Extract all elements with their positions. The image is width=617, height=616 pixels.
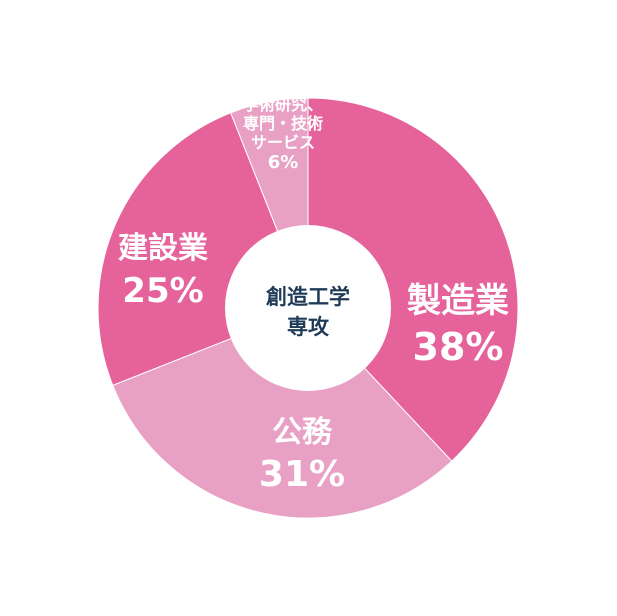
center-label-line1: 創造工学 [266, 285, 350, 309]
slice-1 [112, 307, 453, 519]
slice-label: 学術研究、 [243, 95, 323, 114]
slice-value-label: 25% [122, 271, 203, 311]
slice-label: 公務 [272, 415, 333, 450]
center-label-line2: 専攻 [287, 315, 330, 339]
slice-value-label: 31% [259, 454, 345, 495]
slice-label: サービス [251, 133, 315, 152]
slice-value-label: 38% [413, 325, 504, 369]
slice-0 [307, 97, 519, 462]
donut-hole [225, 225, 391, 391]
slice-label: 専門・技術 [243, 114, 323, 133]
slice-value-label: 6% [268, 152, 299, 173]
slice-label: 建設業 [118, 231, 208, 266]
slice-label: 製造業 [407, 281, 509, 321]
